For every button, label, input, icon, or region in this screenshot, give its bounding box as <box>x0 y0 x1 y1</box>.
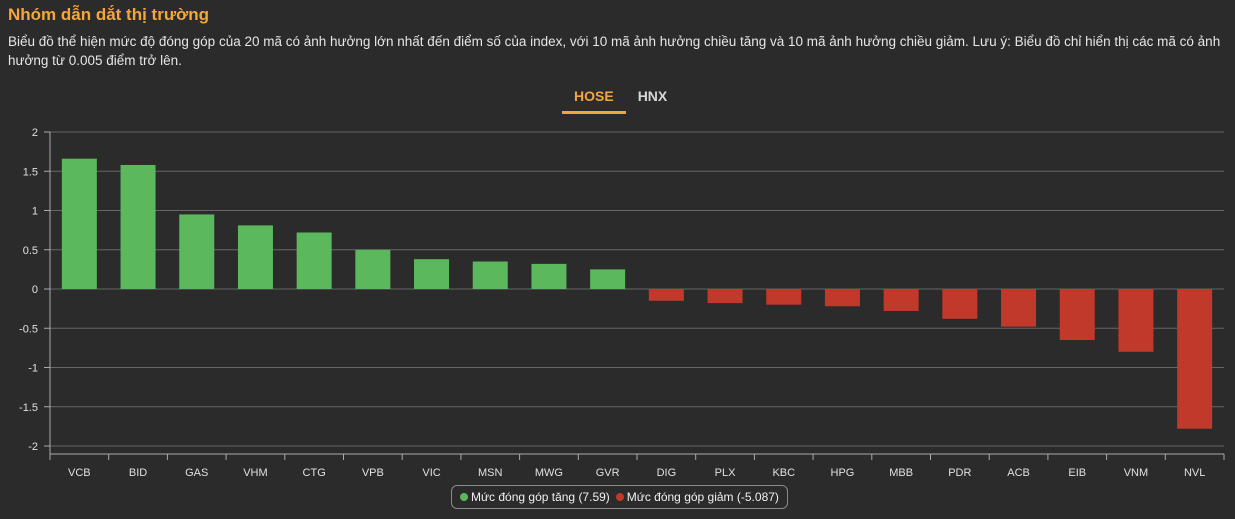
bar-ctg[interactable] <box>296 232 332 289</box>
bar-vnm[interactable] <box>1118 289 1154 352</box>
x-tick-label: MBB <box>889 467 913 479</box>
y-tick-label: -1 <box>28 363 38 375</box>
x-tick-label: GAS <box>185 467 208 479</box>
x-tick-label: MWG <box>535 467 563 479</box>
x-tick-label: GVR <box>596 467 620 479</box>
y-tick-label: -2 <box>28 441 38 453</box>
bar-dig[interactable] <box>648 289 684 301</box>
y-tick-label: 0 <box>32 284 38 296</box>
x-tick-label: DIG <box>657 467 677 479</box>
bar-plx[interactable] <box>707 289 743 304</box>
x-tick-label: VCB <box>68 467 91 479</box>
bar-nvl[interactable] <box>1177 289 1213 429</box>
x-tick-label: PLX <box>715 467 736 479</box>
x-tick-label: PDR <box>948 467 971 479</box>
chart-legend: Mức đóng góp tăng (7.59) Mức đóng góp gi… <box>451 485 788 509</box>
tab-hose[interactable]: HOSE <box>562 86 626 114</box>
bar-kbc[interactable] <box>766 289 802 305</box>
bar-vic[interactable] <box>414 259 450 289</box>
x-tick-label: MSN <box>478 467 503 479</box>
bar-acb[interactable] <box>1001 289 1037 327</box>
x-tick-label: VIC <box>422 467 440 479</box>
page-title: Nhóm dẫn dắt thị trường <box>8 5 209 24</box>
y-tick-label: 1.5 <box>23 166 38 178</box>
legend-item-down[interactable]: Mức đóng góp giảm (-5.087) <box>615 490 779 504</box>
x-tick-label: EIB <box>1068 467 1086 479</box>
x-tick-label: ACB <box>1007 467 1030 479</box>
legend-dot-up <box>460 493 468 501</box>
x-tick-label: KBC <box>772 467 795 479</box>
bar-mbb[interactable] <box>883 289 919 311</box>
bar-vcb[interactable] <box>61 158 97 289</box>
exchange-tabs: HOSE HNX <box>562 86 679 114</box>
y-tick-label: 0.5 <box>23 245 38 257</box>
bar-eib[interactable] <box>1059 289 1095 341</box>
bar-mwg[interactable] <box>531 263 567 289</box>
y-tick-label: 2 <box>32 127 38 139</box>
bar-vhm[interactable] <box>237 225 273 289</box>
bar-pdr[interactable] <box>942 289 978 319</box>
y-tick-label: -1.5 <box>19 402 38 414</box>
tab-hnx[interactable]: HNX <box>637 88 668 104</box>
bar-gvr[interactable] <box>590 269 626 289</box>
chart-description: Biểu đồ thể hiện mức độ đóng góp của 20 … <box>8 34 1221 68</box>
bar-vpb[interactable] <box>355 249 391 289</box>
legend-label-down: Mức đóng góp giảm (-5.087) <box>626 490 779 504</box>
x-tick-label: BID <box>129 467 147 479</box>
x-tick-label: VNM <box>1124 467 1148 479</box>
y-tick-label: 1 <box>32 206 38 218</box>
x-tick-label: VPB <box>362 467 384 479</box>
bar-hpg[interactable] <box>824 289 860 307</box>
bar-msn[interactable] <box>472 261 508 289</box>
bar-gas[interactable] <box>179 214 215 289</box>
legend-dot-down <box>615 493 624 501</box>
x-tick-label: CTG <box>303 467 326 479</box>
x-tick-label: NVL <box>1184 467 1205 479</box>
bar-chart: 2 1.5 1 0.5 0 -0.5 -1 -1.5 -2 VCB BID GAS VHM CTG VPB V… <box>19 127 1225 479</box>
bar-bid[interactable] <box>120 164 156 289</box>
y-tick-label: -0.5 <box>19 323 38 335</box>
legend-item-up[interactable]: Mức đóng góp tăng (7.59) <box>460 490 610 504</box>
x-tick-label: VHM <box>243 467 267 479</box>
legend-label-up: Mức đóng góp tăng (7.59) <box>471 490 610 504</box>
x-tick-label: HPG <box>831 467 855 479</box>
